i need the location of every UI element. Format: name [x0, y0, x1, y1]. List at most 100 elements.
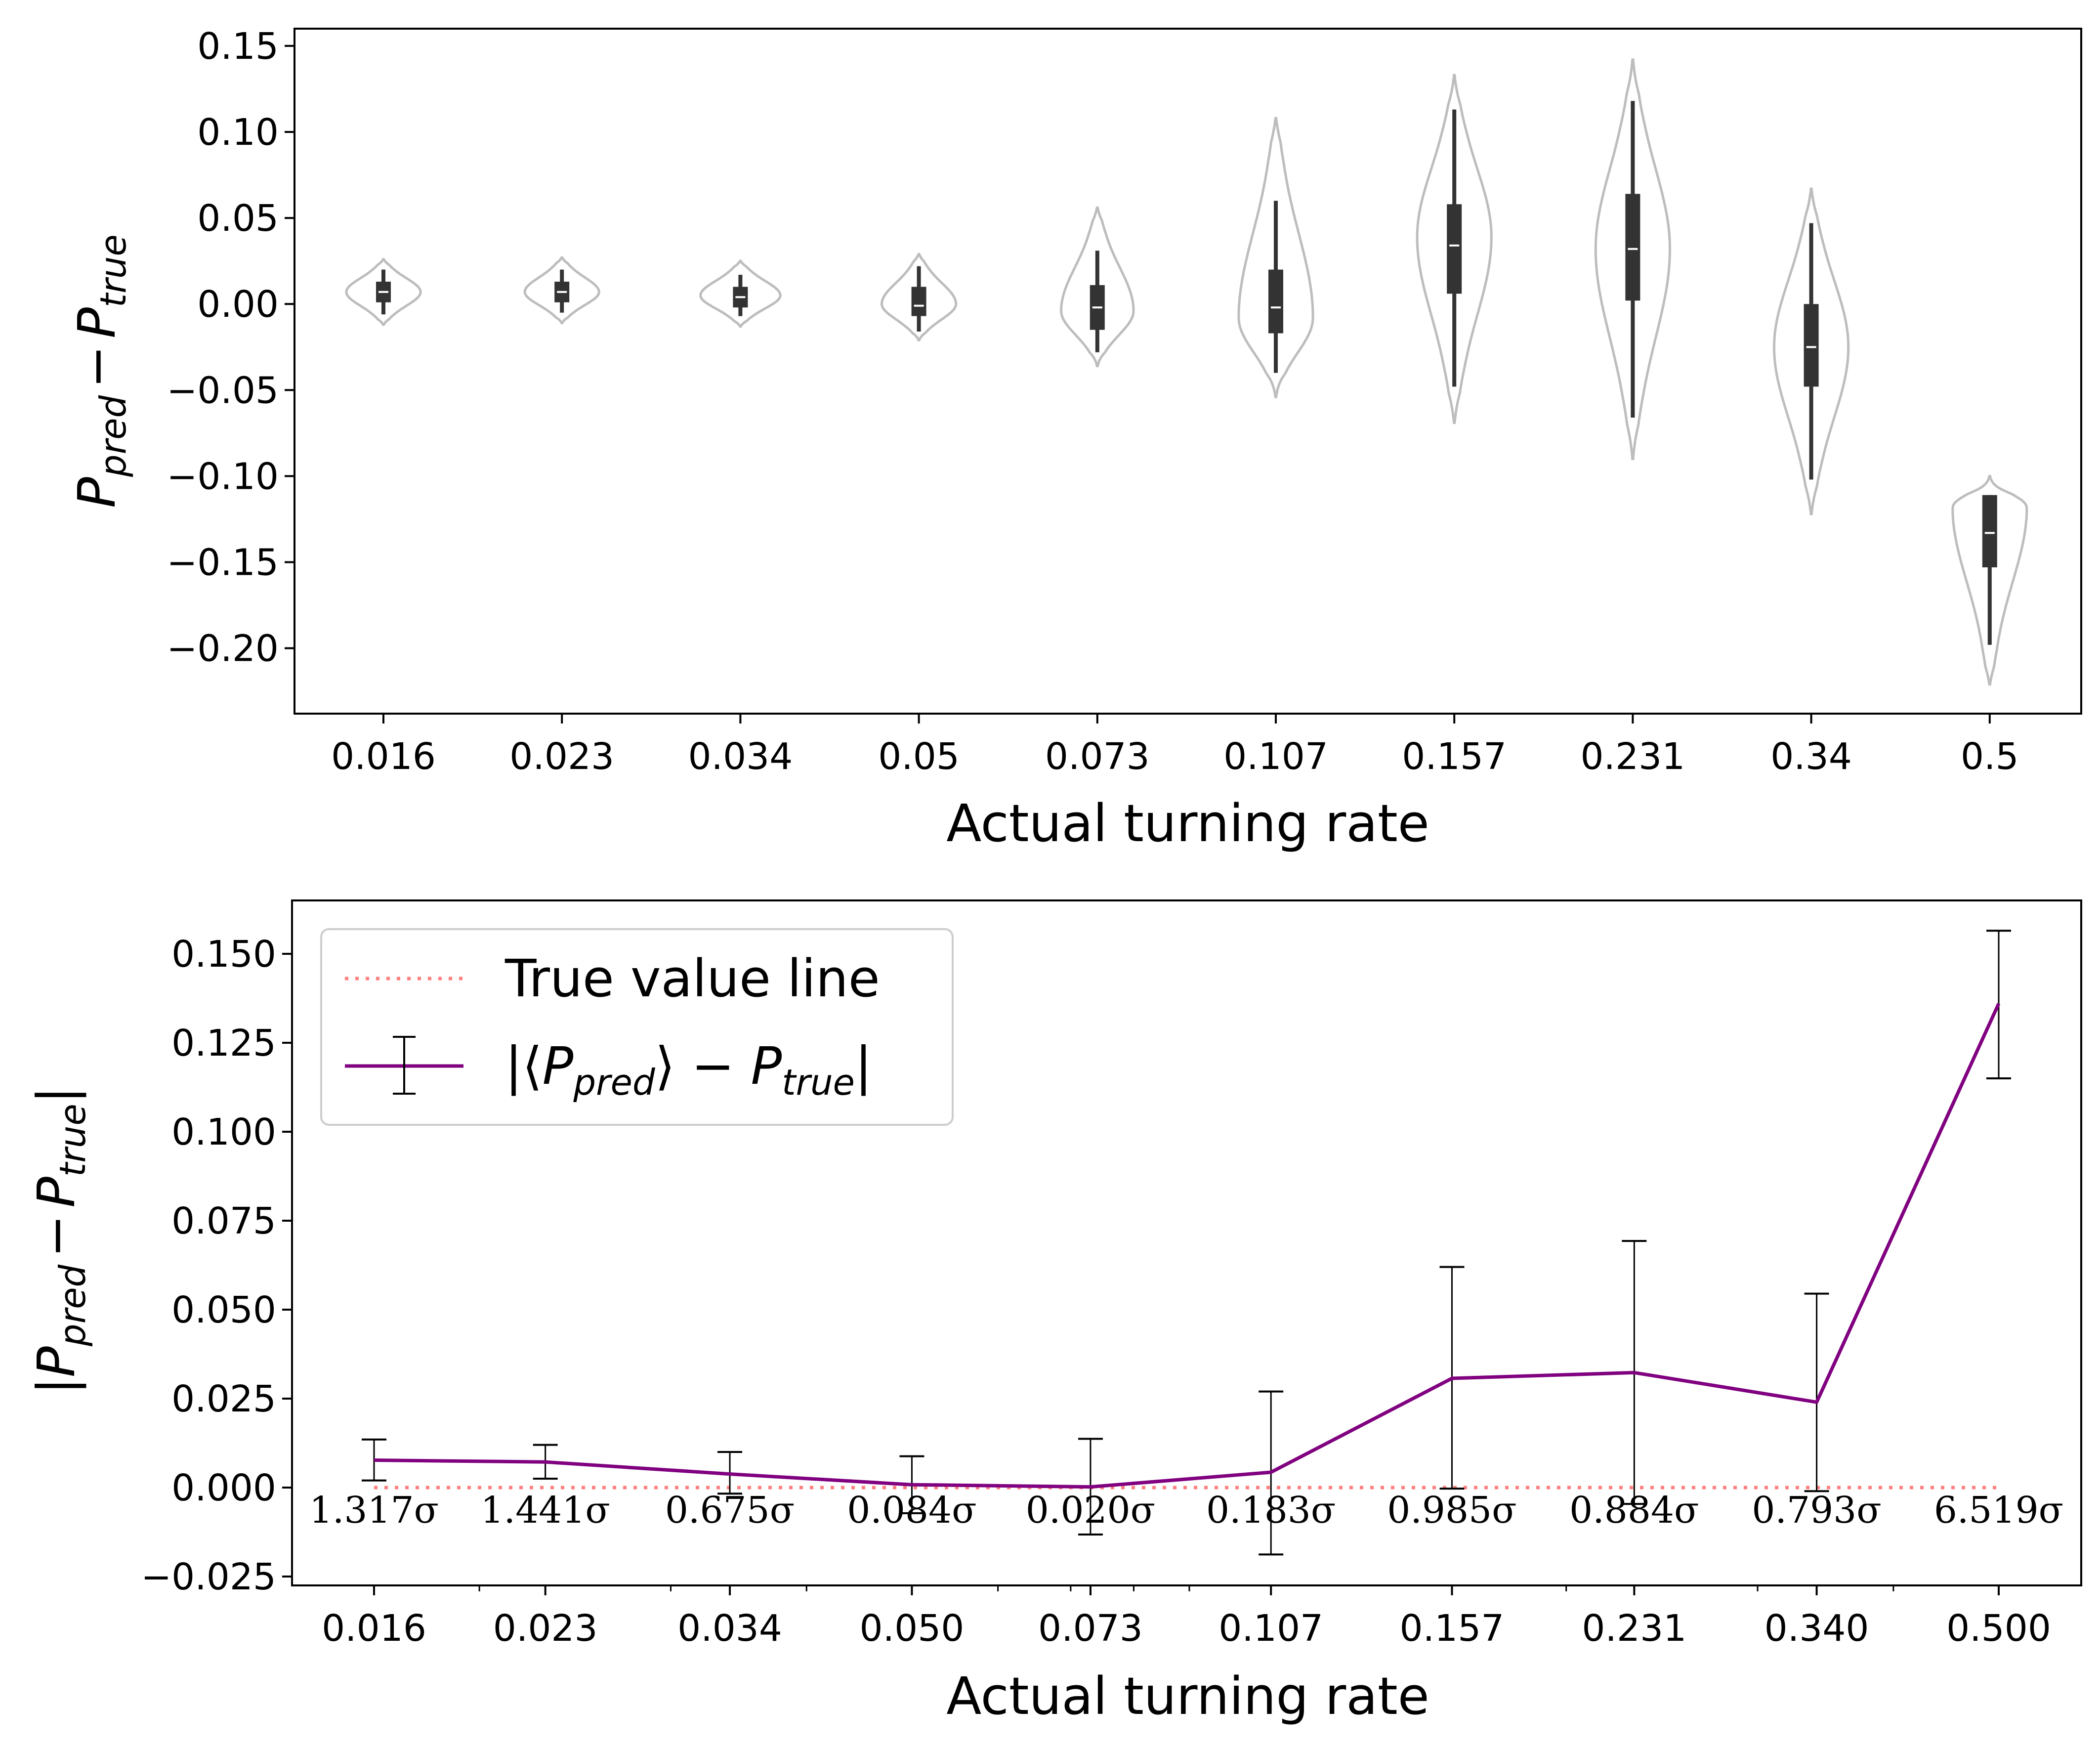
violin-y-tick-label-5: −0.10	[167, 455, 279, 498]
violin-body-5	[1237, 117, 1314, 398]
error-x-tick-label-9: 0.500	[1946, 1607, 2051, 1650]
error-x-tick-label-0: 0.016	[322, 1607, 426, 1650]
violin-x-tick-label-3: 0.05	[878, 735, 960, 778]
violin-y-tick-label-1: 0.10	[197, 111, 279, 154]
sigma-label-9: 6.519σ	[1934, 1489, 2063, 1532]
error-ylabel-sub2: true	[52, 1104, 93, 1177]
sigma-label-5: 0.183σ	[1206, 1489, 1336, 1532]
violin-axes-frame	[294, 28, 2082, 715]
error-y-tick-label-0: 0.150	[171, 933, 276, 976]
error-x-tick-label-2: 0.034	[677, 1607, 782, 1650]
violin-x-tick-label-6: 0.157	[1402, 735, 1507, 778]
error-y-tick-label-5: 0.025	[171, 1378, 276, 1420]
violin-x-axis-title: Actual turning rate	[946, 793, 1429, 853]
violin-box-5	[1268, 269, 1283, 334]
violin-y-ticks: 0.15 0.10 0.05 0.00 −0.05 −0.10 −0.15 −0.20	[167, 25, 294, 670]
violin-x-tick-label-4: 0.073	[1045, 735, 1150, 778]
violin-body-4	[1060, 206, 1135, 368]
violin-group	[345, 58, 2028, 686]
legend-series-part-4: ⟩ −	[655, 1036, 751, 1096]
violin-body-6	[1416, 74, 1493, 424]
violin-y-tick-label-2: 0.05	[197, 197, 279, 240]
sigma-label-4: 0.020σ	[1026, 1489, 1155, 1532]
violin-ylabel-sub2: true	[92, 234, 134, 307]
error-y-tick-label-3: 0.075	[171, 1200, 276, 1242]
violin-body-8	[1772, 187, 1850, 515]
error-ylabel-sub1: pred	[52, 1264, 93, 1347]
error-x-tick-label-6: 0.157	[1400, 1607, 1505, 1650]
error-y-tick-label-2: 0.100	[171, 1111, 276, 1153]
violin-box-9	[1982, 495, 1997, 567]
legend-series-part-7: |	[855, 1036, 872, 1096]
violin-y-tick-label-0: 0.15	[197, 25, 279, 68]
error-ylabel-bar1: |	[26, 1377, 86, 1395]
violin-body-0	[345, 258, 422, 326]
violin-box-8	[1804, 304, 1819, 387]
error-y-ticks: 0.150 0.125 0.100 0.075 0.050 0.025 0.000 −0.02…	[141, 933, 292, 1598]
violin-body-7	[1594, 58, 1672, 461]
error-x-tick-label-3: 0.050	[860, 1607, 965, 1650]
error-ylabel-bar2: |	[26, 1086, 86, 1104]
violin-box-6	[1447, 204, 1462, 294]
violin-ylabel-sub1: pred	[92, 395, 134, 478]
violin-body-9	[1951, 474, 2028, 686]
error-x-tick-label-5: 0.107	[1218, 1607, 1323, 1650]
sigma-label-7: 0.884σ	[1569, 1489, 1699, 1532]
violin-y-tick-label-4: −0.05	[167, 369, 279, 412]
legend-box	[320, 928, 954, 1126]
violin-y-tick-label-7: −0.20	[167, 628, 279, 670]
error-ylabel-p2: P	[26, 1177, 86, 1208]
sigma-label-0: 1.317σ	[309, 1489, 439, 1532]
error-y-axis-title: |Ppred−Ptrue|	[26, 1086, 93, 1395]
legend-series-part-3: pred	[573, 1062, 656, 1103]
violin-x-tick-label-1: 0.023	[509, 735, 614, 778]
violin-y-tick-label-6: −0.15	[167, 542, 279, 584]
error-x-ticks: 0.016 0.023 0.034 0.050 0.073 0.107 0.157 0.231…	[322, 1585, 2051, 1650]
error-y-tick-label-6: 0.000	[171, 1467, 276, 1509]
violin-panel: 0.150.100.050.00−0.05−0.10−0.15−0.20 0.0…	[67, 25, 2082, 853]
legend-series-part-5: P	[751, 1036, 782, 1096]
sigma-label-8: 0.793σ	[1752, 1489, 1881, 1532]
legend-series-part-6: true	[782, 1062, 855, 1103]
violin-box-7	[1625, 194, 1640, 301]
violin-body-3	[881, 253, 958, 341]
error-x-tick-label-7: 0.231	[1582, 1607, 1686, 1650]
legend-label-series: |⟨Ppred⟩ − Ptrue|	[505, 1036, 872, 1103]
legend-series-part-2: P	[543, 1036, 574, 1096]
legend-label-true-line: True value line	[504, 948, 880, 1009]
sigma-label-1: 1.441σ	[480, 1489, 610, 1532]
error-ylabel-minus: −	[26, 1215, 86, 1258]
violin-x-tick-label-5: 0.107	[1223, 735, 1328, 778]
violin-x-tick-label-9: 0.5	[1961, 735, 2019, 778]
error-y-tick-label-1: 0.125	[171, 1022, 276, 1065]
violin-body-1	[523, 256, 600, 324]
violin-x-tick-label-7: 0.231	[1580, 735, 1685, 778]
violin-ylabel-p1: P	[67, 477, 127, 508]
sigma-labels: 1.317σ 1.441σ 0.675σ 0.084σ 0.020σ 0.183σ 0.98…	[309, 1489, 2063, 1532]
sigma-label-6: 0.985σ	[1387, 1489, 1516, 1532]
error-y-tick-label-4: 0.050	[171, 1289, 276, 1331]
violin-x-tick-label-2: 0.034	[688, 735, 793, 778]
violin-body-2	[699, 259, 782, 328]
violin-plot-area	[294, 29, 2081, 714]
sigma-label-2: 0.675σ	[665, 1489, 795, 1532]
violin-ylabel-minus: −	[67, 345, 127, 388]
error-y-tick-label-7: −0.025	[141, 1556, 276, 1598]
legend: True value line |⟨Ppred⟩ − Ptrue|	[320, 928, 954, 1126]
sigma-label-3: 0.084σ	[847, 1489, 976, 1532]
legend-series-part-1: |⟨	[505, 1036, 543, 1096]
error-panel: 1.317σ 1.441σ 0.675σ 0.084σ 0.020σ 0.183σ 0.98…	[26, 899, 2082, 1726]
violin-y-tick-label-3: 0.00	[197, 283, 279, 326]
violin-x-ticks: 0.016 0.023 0.034 0.05 0.073 0.107 0.157 0.231 0…	[331, 714, 2019, 778]
violin-box-3	[911, 287, 926, 316]
violin-x-tick-label-0: 0.016	[331, 735, 436, 778]
error-x-tick-label-8: 0.340	[1764, 1607, 1869, 1650]
series-line-abs-error	[374, 1003, 2001, 1489]
error-ylabel-p1: P	[26, 1346, 86, 1377]
violin-x-tick-label-8: 0.34	[1770, 735, 1852, 778]
violin-y-axis-title: Ppred − Ptrue	[67, 234, 134, 508]
violin-ylabel-p2: P	[67, 307, 127, 339]
error-x-tick-label-4: 0.073	[1038, 1607, 1143, 1650]
error-axes-frame	[291, 899, 2082, 1586]
